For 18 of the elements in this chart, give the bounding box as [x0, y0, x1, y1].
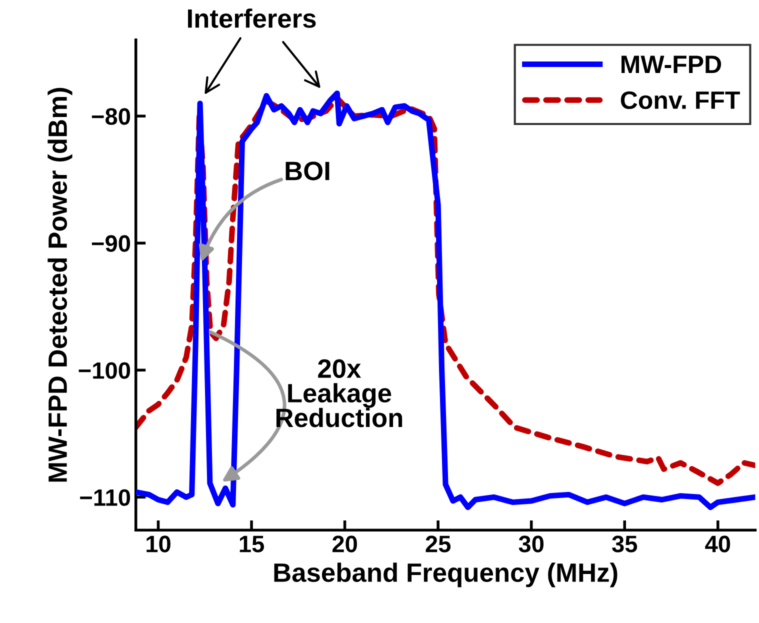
- x-tick-label: 10: [146, 536, 170, 552]
- x-axis-title: Baseband Frequency (MHz): [274, 562, 618, 588]
- x-tick-label: 25: [426, 536, 451, 552]
- y-tick-label: −90: [92, 235, 130, 252]
- legend-label: MW-FPD: [622, 56, 722, 73]
- y-tick-label: −110: [80, 489, 130, 506]
- y-axis-title: MW-FPD Detected Power (dBm): [48, 88, 72, 482]
- x-tick-label: 40: [705, 536, 730, 552]
- annotation: 20x Leakage Reduction: [276, 359, 402, 428]
- annotation: BOI: [286, 162, 330, 180]
- y-tick-label: −80: [92, 108, 130, 125]
- x-tick-label: 20: [332, 536, 357, 552]
- y-tick-label: −100: [78, 362, 130, 379]
- x-tick-label: 35: [612, 536, 638, 552]
- x-tick-label: 30: [518, 536, 544, 552]
- legend-label: Conv. FFT: [620, 91, 740, 110]
- x-tick-label: 15: [240, 536, 264, 552]
- text: Interferers: [188, 8, 316, 28]
